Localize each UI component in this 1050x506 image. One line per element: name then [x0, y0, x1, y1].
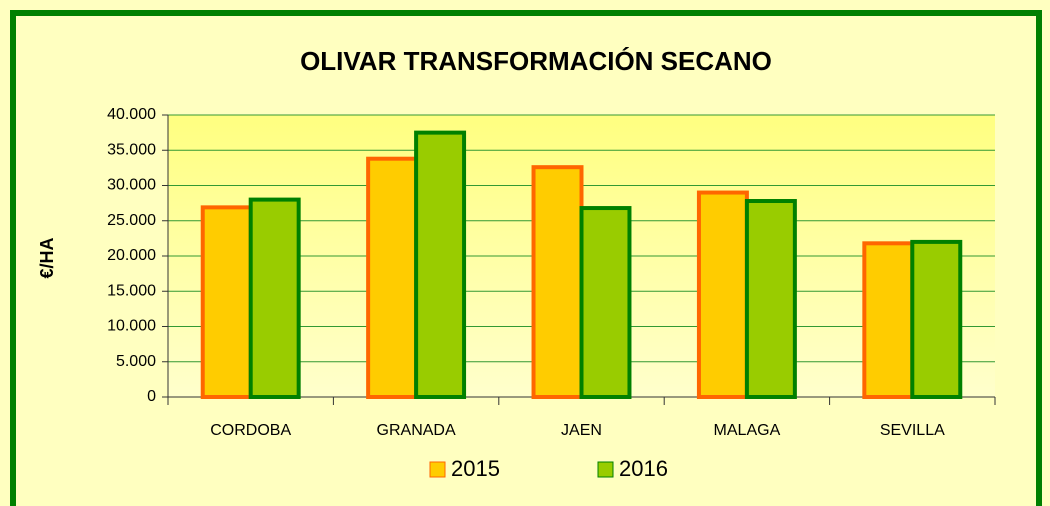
- x-tick-label: GRANADA: [377, 422, 456, 439]
- legend-label: 2015: [451, 456, 500, 481]
- x-tick-label: SEVILLA: [880, 422, 945, 439]
- y-tick-label: 5.000: [116, 353, 156, 370]
- legend-swatch: [597, 461, 614, 478]
- chart-title: OLIVAR TRANSFORMACIÓN SECANO: [300, 46, 772, 76]
- x-tick-label: MALAGA: [714, 422, 781, 439]
- y-tick-label: 25.000: [107, 212, 156, 229]
- x-tick-label: CORDOBA: [210, 422, 291, 439]
- bar: [910, 239, 963, 399]
- y-tick-label: 15.000: [107, 282, 156, 299]
- y-axis-label: €/HA: [37, 237, 57, 278]
- y-tick-label: 30.000: [107, 177, 156, 194]
- y-tick-label: 10.000: [107, 318, 156, 335]
- bar: [248, 197, 301, 399]
- x-tick-label: JAEN: [561, 422, 602, 439]
- bar: [696, 190, 749, 399]
- y-tick-label: 40.000: [107, 106, 156, 123]
- bar: [862, 241, 915, 399]
- legend-label: 2016: [619, 456, 668, 481]
- y-tick-label: 20.000: [107, 247, 156, 264]
- y-tick-label: 35.000: [107, 141, 156, 158]
- bar: [531, 165, 584, 399]
- y-tick-label: 0: [147, 388, 156, 405]
- bar: [579, 206, 632, 399]
- bar: [414, 130, 467, 399]
- bar: [200, 205, 253, 399]
- frame: [10, 10, 1042, 506]
- bar: [744, 199, 797, 399]
- bar: [366, 156, 419, 399]
- legend-swatch: [429, 461, 446, 478]
